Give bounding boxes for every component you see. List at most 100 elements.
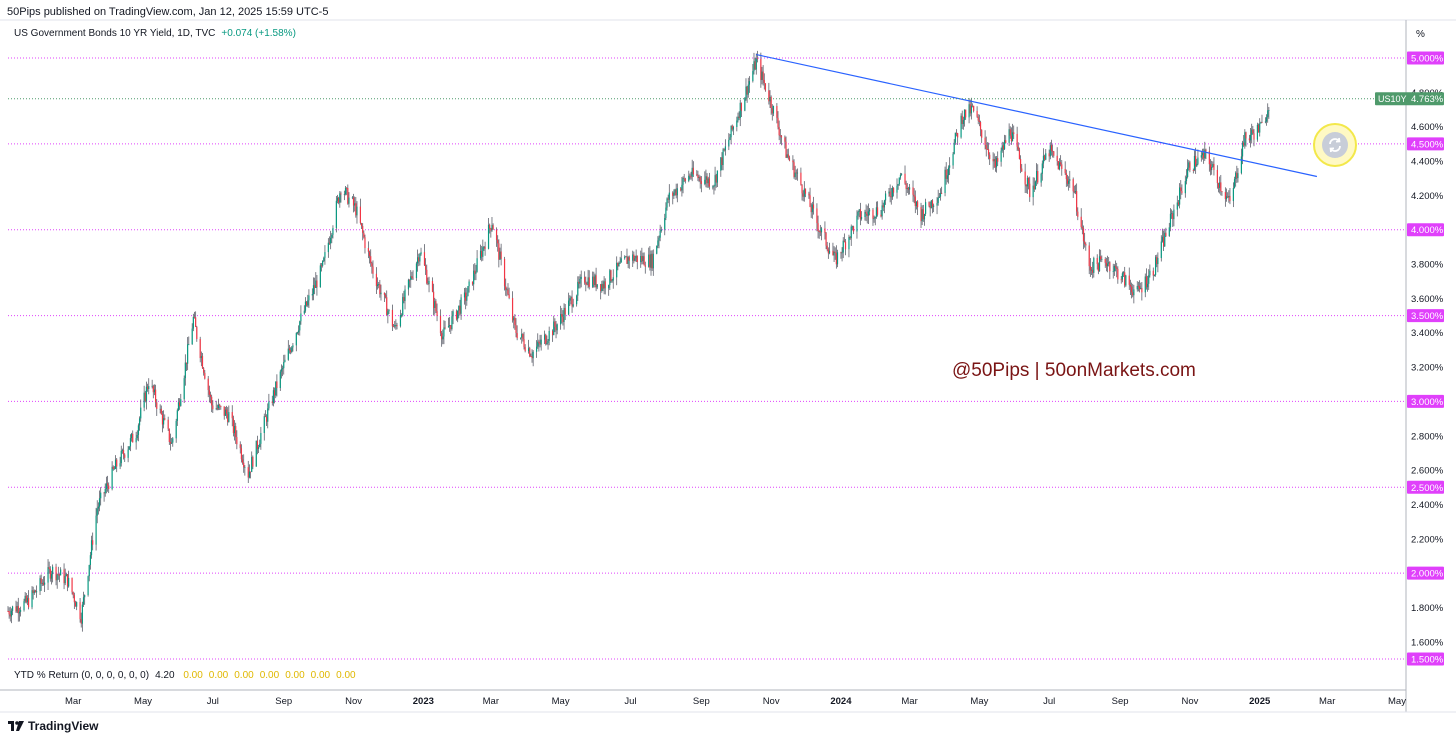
- y-tick-label: 3.600%: [1411, 294, 1444, 305]
- candle-body: [356, 206, 358, 216]
- candle-body: [268, 401, 270, 409]
- candle-body: [1249, 134, 1252, 141]
- candle-body: [243, 462, 245, 468]
- candle-body: [1132, 292, 1134, 296]
- candle-body: [39, 578, 41, 592]
- candle-body: [634, 258, 636, 261]
- candle-body: [568, 300, 570, 315]
- last-price-value: 4.763%: [1411, 94, 1444, 105]
- x-tick-label: May: [134, 696, 152, 707]
- candle-body: [1129, 284, 1132, 287]
- candle-body: [1024, 171, 1026, 185]
- candle-body: [140, 407, 142, 419]
- candle-body: [1260, 122, 1262, 124]
- candle-body: [649, 254, 651, 268]
- candle-body: [612, 277, 614, 281]
- candle-body: [161, 414, 164, 425]
- candle-body: [740, 102, 743, 111]
- candle-body: [588, 277, 590, 287]
- candle-body: [201, 356, 204, 369]
- refresh-button[interactable]: [1313, 123, 1357, 167]
- candle-body: [336, 197, 339, 201]
- candle-body: [995, 158, 998, 168]
- candle-body: [965, 109, 967, 118]
- candle-body: [1181, 190, 1183, 194]
- candle-body: [1069, 179, 1071, 181]
- candle-body: [795, 172, 797, 174]
- candle-body: [188, 344, 190, 346]
- candle-body: [976, 110, 978, 117]
- y-tick-label: 4.600%: [1411, 122, 1444, 133]
- candle-body: [544, 334, 546, 340]
- candle-body: [136, 434, 138, 439]
- level-label-bg: [1407, 51, 1444, 65]
- candle-body: [608, 285, 610, 289]
- x-tick-label: Jul: [1043, 696, 1055, 707]
- candle-body: [392, 326, 395, 328]
- level-label: 2.500%: [1411, 483, 1444, 494]
- candle-body: [564, 307, 566, 315]
- candle-body: [819, 231, 821, 233]
- candle-body: [744, 97, 746, 111]
- candle-body: [921, 209, 923, 222]
- candle-body: [1259, 123, 1261, 133]
- candle-body: [764, 83, 767, 91]
- candle-body: [808, 193, 810, 196]
- candle-body: [1241, 142, 1244, 157]
- candle-body: [768, 90, 770, 102]
- candle-body: [1125, 275, 1127, 286]
- candle-body: [784, 137, 786, 142]
- candle-body: [1081, 226, 1083, 229]
- candle-body: [699, 176, 701, 182]
- candle-body: [908, 187, 911, 190]
- candle-body: [287, 348, 289, 360]
- candle-body: [1245, 132, 1247, 139]
- candle-body: [1213, 163, 1215, 170]
- candle-body: [704, 179, 706, 184]
- candle-body: [556, 324, 558, 331]
- candle-body: [882, 205, 884, 208]
- candle-body: [423, 252, 426, 266]
- candle-body: [232, 418, 234, 434]
- candle-body: [884, 193, 887, 201]
- candle-body: [522, 333, 524, 340]
- candle-body: [224, 409, 226, 416]
- candle-body: [248, 471, 251, 478]
- candle-body: [47, 567, 49, 583]
- candle-body: [1229, 195, 1231, 202]
- candle-body: [371, 263, 373, 267]
- candle-body: [33, 590, 35, 593]
- candle-body: [105, 483, 107, 490]
- candle-body: [1113, 266, 1115, 272]
- candle-body: [215, 408, 217, 410]
- candle-body: [11, 606, 14, 611]
- candle-body: [212, 405, 214, 410]
- candle-body: [624, 256, 626, 259]
- candle-body: [255, 440, 257, 467]
- candle-body: [193, 316, 196, 318]
- candle-body: [1026, 177, 1029, 187]
- candle-body: [698, 176, 700, 178]
- tradingview-logo[interactable]: TradingView: [8, 719, 98, 733]
- candle-body: [100, 492, 102, 499]
- watermark-text: @50Pips | 50onMarkets.com: [952, 360, 1196, 381]
- candle-body: [465, 292, 467, 301]
- candle-body: [417, 257, 419, 264]
- candle-body: [712, 186, 714, 188]
- candle-body: [399, 315, 402, 327]
- candle-body: [260, 432, 262, 444]
- candle-body: [1196, 163, 1198, 167]
- candle-body: [1162, 236, 1165, 247]
- candle-body: [700, 181, 702, 184]
- candle-body: [689, 175, 691, 177]
- candle-body: [450, 325, 452, 330]
- candle-body: [145, 386, 148, 402]
- candle-body: [1005, 140, 1007, 143]
- candle-body: [387, 311, 389, 316]
- axis-unit-label[interactable]: %: [1416, 29, 1425, 40]
- candle-body: [535, 346, 538, 352]
- candle-body: [761, 71, 763, 80]
- candle-body: [521, 333, 523, 338]
- candle-body: [833, 251, 835, 256]
